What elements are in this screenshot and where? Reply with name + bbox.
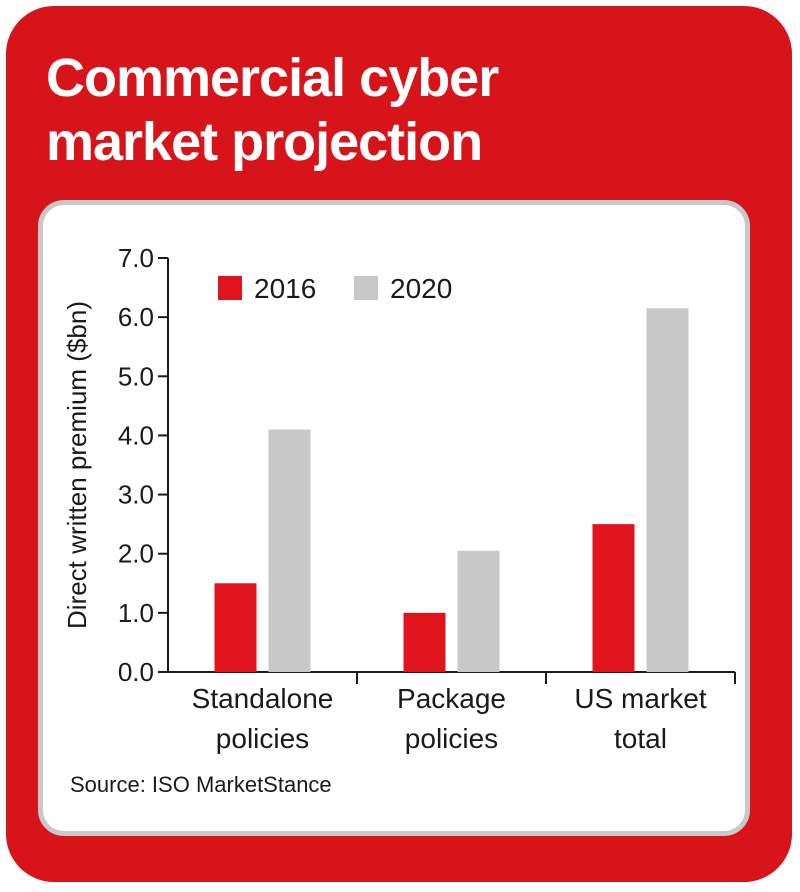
y-tick-label: 7.0 (118, 243, 154, 273)
y-tick-label: 0.0 (118, 657, 154, 687)
legend-label-2020: 2020 (390, 273, 452, 304)
y-axis-title: Direct written premium ($bn) (62, 301, 92, 629)
bar-2016-1 (403, 612, 446, 672)
legend-swatch-2020 (354, 276, 378, 300)
title-line-1: Commercial cyber (46, 48, 499, 108)
x-category-label: total (614, 723, 667, 754)
bar-2020-2 (646, 308, 689, 672)
x-category-label: Standalone (192, 683, 334, 714)
y-tick-label: 4.0 (118, 420, 154, 450)
source-note: Source: ISO MarketStance (70, 772, 332, 797)
y-tick-label: 3.0 (118, 480, 154, 510)
x-category-label: policies (405, 723, 498, 754)
bar-2020-0 (268, 429, 311, 672)
bar-2016-2 (592, 524, 635, 672)
bar-2016-0 (214, 583, 257, 672)
x-category-label: policies (216, 723, 309, 754)
x-category-label: Package (397, 683, 506, 714)
y-tick-label: 5.0 (118, 361, 154, 391)
y-tick-label: 1.0 (118, 598, 154, 628)
chart-title: Commercial cyber market projection (46, 46, 766, 174)
legend-label-2016: 2016 (254, 273, 316, 304)
x-category-label: US market (574, 683, 706, 714)
y-tick-label: 6.0 (118, 302, 154, 332)
chart-panel (38, 200, 750, 836)
legend-swatch-2016 (218, 276, 242, 300)
y-tick-label: 2.0 (118, 539, 154, 569)
bar-2020-1 (457, 550, 500, 672)
title-line-2: market projection (46, 112, 483, 172)
